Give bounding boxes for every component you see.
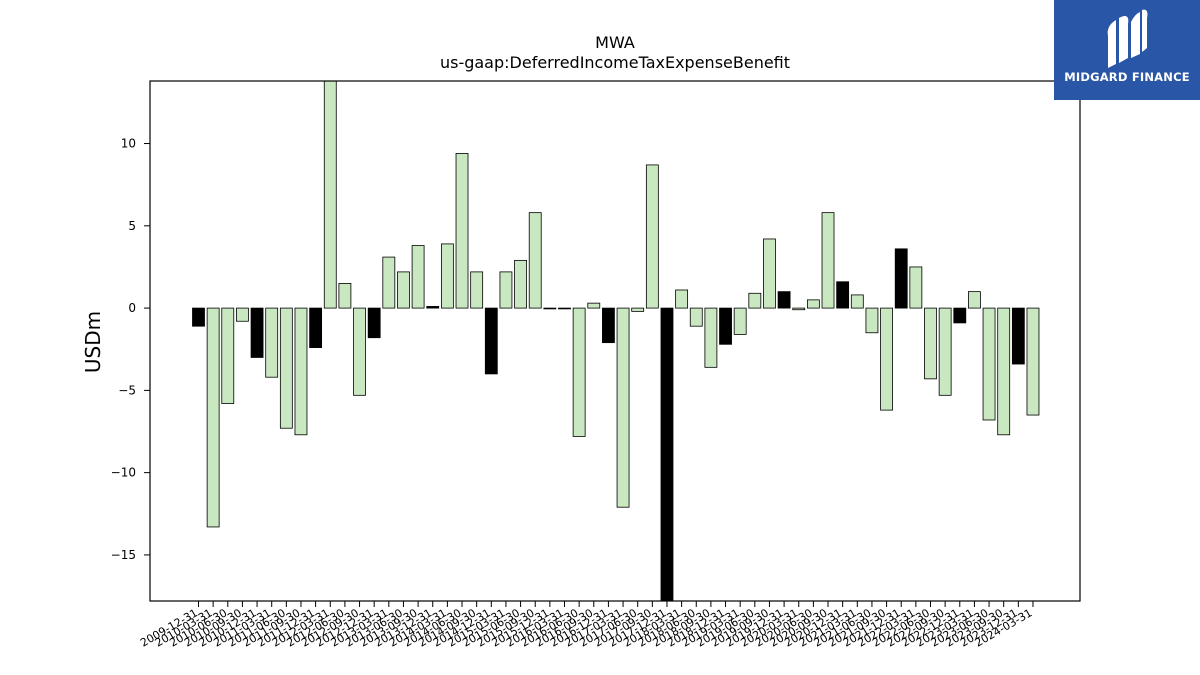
- bar: [470, 271, 484, 309]
- x-axis: 2009-12-312010-03-312010-06-302010-09-30…: [138, 601, 1034, 650]
- bar: [367, 307, 381, 339]
- bar: [660, 307, 674, 602]
- bar: [499, 271, 513, 309]
- bar: [704, 307, 718, 368]
- bars-group: [192, 80, 1040, 602]
- y-tick-label: −10: [111, 466, 136, 480]
- bar: [836, 281, 850, 309]
- bar: [909, 266, 923, 309]
- bar: [294, 307, 308, 436]
- bar: [572, 307, 586, 437]
- bar: [279, 307, 293, 429]
- bar: [792, 307, 806, 311]
- bar: [924, 307, 937, 380]
- bar: [865, 307, 879, 334]
- bar: [558, 307, 571, 310]
- bar: [338, 283, 352, 309]
- y-tick-label: 10: [121, 137, 136, 151]
- bar: [440, 243, 454, 309]
- bar: [309, 307, 323, 348]
- bar: [938, 307, 952, 396]
- bar: [455, 153, 469, 309]
- bar: [426, 306, 440, 309]
- bar: [997, 307, 1011, 436]
- bar: [382, 256, 396, 309]
- bar: [968, 291, 981, 309]
- logo-text: MIDGARD FINANCE: [1064, 70, 1190, 84]
- bar: [250, 307, 264, 358]
- bar: [631, 307, 645, 312]
- bar: [411, 245, 425, 309]
- chart-subtitle: us-gaap:DeferredIncomeTaxExpenseBenefit: [440, 53, 790, 72]
- bar: [602, 307, 615, 344]
- bar: [777, 291, 791, 309]
- y-tick-label: −15: [111, 548, 136, 562]
- bar: [484, 307, 498, 375]
- y-axis: 10 5 0 −5 −10 −15: [111, 137, 150, 562]
- chart-title: MWA: [595, 33, 635, 52]
- y-tick-label: −5: [118, 383, 136, 397]
- bar: [763, 238, 776, 309]
- bar: [894, 248, 908, 309]
- bar: [719, 307, 732, 345]
- y-tick-label: 5: [128, 219, 136, 233]
- bar: [323, 80, 337, 309]
- bar: [1011, 307, 1025, 365]
- bar: [528, 212, 542, 309]
- bar: [733, 307, 747, 335]
- bar: [206, 307, 220, 528]
- bar: [850, 294, 864, 309]
- midgard-logo-icon: [1107, 9, 1148, 68]
- bar: [645, 164, 659, 309]
- bar: [192, 307, 205, 327]
- bar: [265, 307, 279, 378]
- bar: [806, 299, 820, 309]
- bar: [982, 307, 996, 421]
- bar: [587, 302, 601, 309]
- brand-logo: MIDGARD FINANCE: [1054, 0, 1200, 100]
- plot-frame: [149, 80, 1081, 602]
- bar: [397, 271, 410, 309]
- bar: [221, 307, 235, 404]
- bar: [689, 307, 703, 327]
- bar: [353, 307, 366, 396]
- y-axis-label: USDm: [81, 311, 105, 373]
- bar: [616, 307, 630, 508]
- bar: [1026, 307, 1040, 416]
- bar: [543, 307, 557, 310]
- bar: [748, 292, 762, 309]
- bar: [236, 307, 249, 322]
- bar: [675, 289, 689, 309]
- y-tick-label: 0: [128, 301, 136, 315]
- bar: [880, 307, 893, 411]
- bar: [821, 212, 835, 309]
- bar: [953, 307, 967, 324]
- bar: [514, 259, 527, 309]
